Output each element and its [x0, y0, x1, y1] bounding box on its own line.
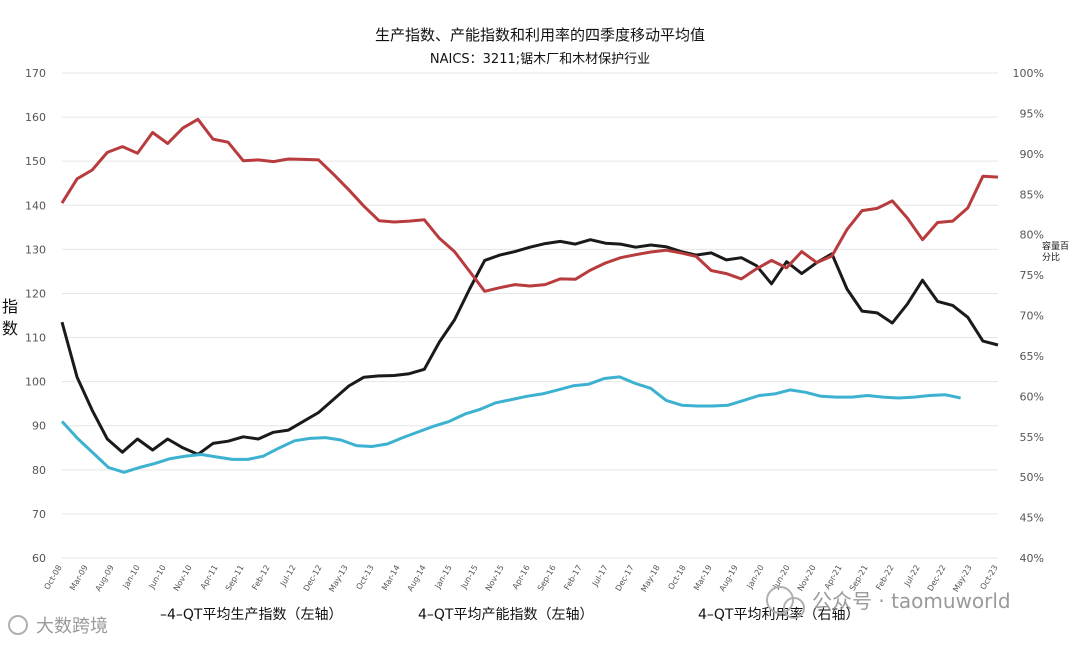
y-right-tick-label: 100% — [1013, 67, 1044, 80]
x-tick-label: Feb-22 — [874, 564, 895, 592]
x-tick-label: Mar-14 — [380, 564, 402, 592]
legend-item-utilization: 4–QT平均利用率（右轴） — [698, 606, 859, 623]
x-tick-label: Oct-08 — [42, 564, 63, 592]
x-tick-label: Jan-15 — [433, 564, 454, 591]
x-tick-label: Apr-21 — [823, 564, 844, 591]
y-left-tick-label: 150 — [25, 155, 46, 168]
series-line-0 — [60, 238, 999, 456]
y-left-tick-label: 110 — [25, 332, 46, 345]
chart-title: 生产指数、产能指数和利用率的四季度移动平均值 — [375, 26, 705, 44]
y-right-tick-label: 90% — [1020, 148, 1044, 161]
x-tick-label: Aug-19 — [718, 564, 740, 593]
wechat-icon — [766, 586, 794, 614]
y-right-tick-label: 50% — [1020, 471, 1044, 484]
y-right-tick-label: 80% — [1020, 229, 1044, 242]
series-line-2 — [60, 375, 961, 474]
x-tick-label: Feb-12 — [250, 564, 271, 592]
y-left-tick-label: 170 — [25, 67, 46, 80]
x-tick-label: Dec-12 — [302, 564, 324, 593]
legend-item-production: –4–QT平均生产指数（左轴） — [160, 607, 342, 623]
x-tick-label: Jun-10 — [147, 564, 168, 592]
y-left-tick-label: 80 — [32, 464, 46, 477]
legend-item-capacity: 4–QT平均产能指数（左轴） — [418, 607, 593, 623]
watermark-text: 公众号 · taomuworld — [812, 589, 1011, 613]
y-left-tick-label: 90 — [32, 420, 46, 433]
watermark-bottom-right: 公众号 · taomuworld — [766, 586, 1011, 619]
x-tick-label: May-18 — [639, 564, 662, 594]
y-right-tick-label: 60% — [1020, 390, 1044, 403]
gridlines — [62, 72, 998, 559]
watermark-bottom-left: 大数跨境 — [8, 615, 108, 637]
y-left-tick-label: 140 — [25, 199, 46, 212]
y-right-tick-label: 65% — [1020, 350, 1044, 363]
x-tick-label: Oct-18 — [666, 564, 687, 592]
logo-icon — [8, 615, 28, 635]
x-tick-label: Aug-14 — [406, 564, 428, 593]
wechat-bubble-icon — [783, 597, 805, 619]
x-tick-label: Sep-16 — [536, 564, 558, 593]
y-axis-right: 40% 45% 50% 55% 60% 65% 70% 75% 80% 85% 90% 95% 100% — [1013, 67, 1044, 565]
y-right-tick-label: 45% — [1020, 512, 1044, 525]
y-right-tick-label: 40% — [1020, 552, 1044, 565]
x-tick-label: Jul-22 — [902, 564, 922, 589]
series-line-1 — [60, 117, 999, 293]
y-right-tick-label: 55% — [1020, 431, 1044, 444]
x-tick-label: Dec-17 — [614, 564, 636, 593]
series-lines — [60, 117, 999, 474]
x-tick-label: Mar-09 — [68, 564, 90, 592]
y-axis-left-label: 指数 — [2, 297, 18, 338]
y-left-tick-label: 60 — [32, 552, 46, 565]
x-tick-label: Jun-15 — [459, 564, 480, 592]
x-tick-label: Feb-17 — [562, 564, 583, 592]
y-axis-right-label: 容量百分比 — [1042, 240, 1069, 263]
x-tick-label: Jan-20 — [745, 564, 766, 591]
y-left-tick-label: 70 — [32, 508, 46, 521]
x-tick-label: Apr-16 — [511, 564, 532, 591]
x-tick-label: Nov-15 — [484, 564, 506, 593]
x-tick-label: Sep-11 — [224, 564, 246, 593]
x-tick-label: Nov-10 — [172, 564, 194, 593]
x-tick-label: Aug-09 — [94, 564, 116, 593]
y-right-tick-label: 75% — [1020, 269, 1044, 282]
x-tick-label: Oct-23 — [978, 564, 999, 592]
y-axis-left: 60 70 80 90 100 110 120 130 140 150 160 170 — [25, 67, 46, 565]
y-left-tick-label: 120 — [25, 287, 46, 300]
x-tick-label: Jul-17 — [590, 564, 610, 589]
y-right-tick-label: 70% — [1020, 310, 1044, 323]
x-tick-label: Mar-19 — [692, 564, 714, 592]
y-right-tick-label: 85% — [1020, 188, 1044, 201]
x-tick-label: Oct-13 — [354, 564, 375, 592]
y-left-tick-label: 160 — [25, 111, 46, 124]
x-tick-label: Apr-11 — [199, 564, 220, 591]
y-left-tick-label: 130 — [25, 243, 46, 256]
chart-subtitle: NAICS：3211;锯木厂和木材保护行业 — [430, 52, 650, 67]
x-tick-label: May-13 — [327, 564, 350, 594]
watermark-left-text: 大数跨境 — [36, 616, 108, 637]
y-right-tick-label: 95% — [1020, 107, 1044, 120]
legend: –4–QT平均生产指数（左轴） 4–QT平均产能指数（左轴） 4–QT平均利用率… — [160, 606, 859, 623]
x-tick-label: Jul-12 — [278, 564, 298, 589]
y-left-tick-label: 100 — [25, 376, 46, 389]
x-tick-label: Jan-10 — [121, 564, 142, 591]
